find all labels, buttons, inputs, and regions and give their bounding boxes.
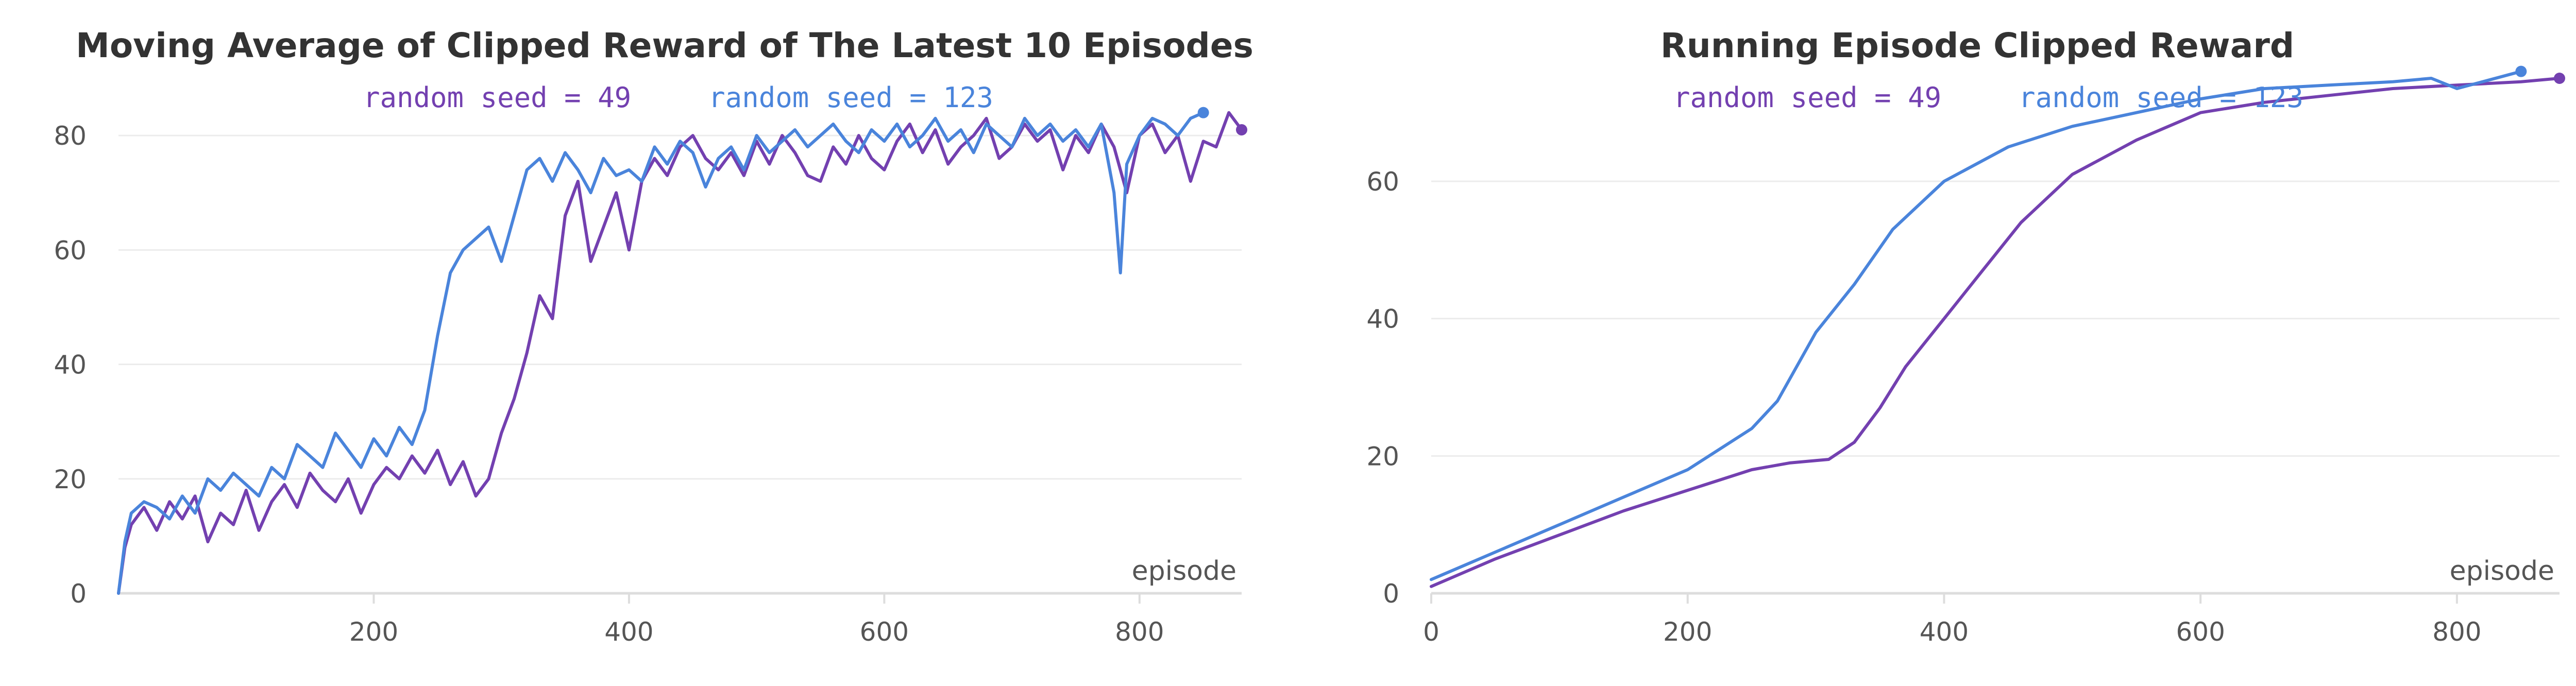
y-tick-label: 0 — [1383, 579, 1399, 609]
legend: random seed = 49 random seed = 123 — [363, 81, 1071, 114]
legend: random seed = 49 random seed = 123 — [1673, 81, 2381, 114]
y-tick-label: 20 — [1366, 441, 1399, 471]
legend-entry-seed-49: random seed = 49 — [363, 81, 632, 114]
series-end-marker-1 — [1197, 107, 1209, 118]
y-tick-label: 60 — [54, 235, 87, 265]
x-axis-label: episode — [2450, 556, 2554, 587]
series-line-1 — [117, 111, 1205, 595]
series-line-0 — [1430, 77, 2561, 588]
x-tick-label: 0 — [1423, 617, 1439, 647]
x-tick-label: 600 — [2176, 617, 2225, 647]
chart-panel-left: Moving Average of Clipped Reward of The … — [54, 26, 1253, 647]
y-tick-label: 60 — [1366, 167, 1399, 197]
series-end-marker-0 — [2554, 73, 2565, 84]
series-line-1 — [1430, 70, 2523, 581]
series-end-marker-0 — [1236, 124, 1247, 135]
y-tick-label: 20 — [54, 465, 87, 494]
x-axis-label: episode — [1132, 556, 1236, 587]
chart-plot: 0 20 40 60 80 200 400 600 800 episode — [54, 107, 1247, 647]
chart-title: Running Episode Clipped Reward — [1660, 26, 2295, 65]
x-tick-label: 200 — [1663, 617, 1712, 647]
chart-panel-right: Running Episode Clipped Reward random se… — [1302, 0, 2576, 684]
y-tick-label: 0 — [70, 579, 87, 609]
x-tick-label: 200 — [349, 617, 398, 647]
legend-entry-seed-123: random seed = 123 — [708, 81, 993, 114]
legend-entry-seed-123: random seed = 123 — [2019, 81, 2303, 114]
y-tick-label: 40 — [54, 350, 87, 380]
y-tick-label: 40 — [1366, 304, 1399, 334]
y-tick-label: 80 — [54, 121, 87, 151]
x-tick-label: 800 — [1115, 617, 1164, 647]
legend-entry-seed-49: random seed = 49 — [1673, 81, 1942, 114]
chart-title: Moving Average of Clipped Reward of The … — [76, 26, 1253, 65]
x-tick-label: 600 — [860, 617, 909, 647]
x-tick-label: 400 — [1920, 617, 1969, 647]
x-tick-label: 800 — [2432, 617, 2481, 647]
series-end-marker-1 — [2515, 65, 2527, 77]
series-line-0 — [117, 111, 1243, 595]
x-tick-label: 400 — [604, 617, 653, 647]
